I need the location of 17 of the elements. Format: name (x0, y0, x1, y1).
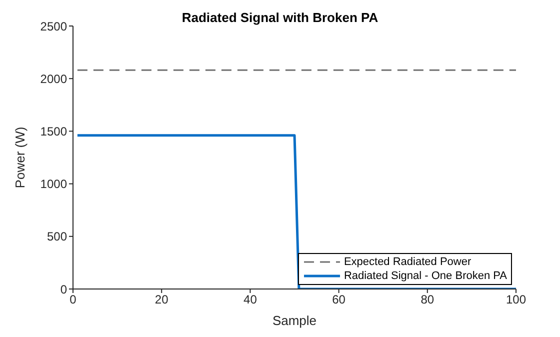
y-tick-label: 1000 (40, 177, 68, 192)
y-tick-label: 0 (60, 282, 68, 296)
chart-title: Radiated Signal with Broken PA (182, 10, 378, 25)
y-tick-label: 1500 (40, 124, 68, 138)
legend-label: Radiated Signal - One Broken PA (344, 270, 507, 282)
legend-label: Expected Radiated Power (344, 256, 472, 268)
y-axis-title: Power (W) (12, 126, 28, 188)
x-tick-label: 0 (70, 292, 77, 307)
y-tick-label: 2000 (40, 72, 68, 86)
y-tick-label: 2500 (40, 19, 68, 34)
x-tick-label: 60 (332, 292, 346, 307)
y-tick-label: 500 (46, 230, 68, 244)
x-tick-label: 80 (420, 292, 434, 307)
x-axis-title: Sample (272, 313, 317, 328)
x-tick-label: 100 (506, 292, 526, 307)
x-tick-label: 20 (154, 292, 169, 307)
x-tick-label: 40 (244, 292, 258, 307)
